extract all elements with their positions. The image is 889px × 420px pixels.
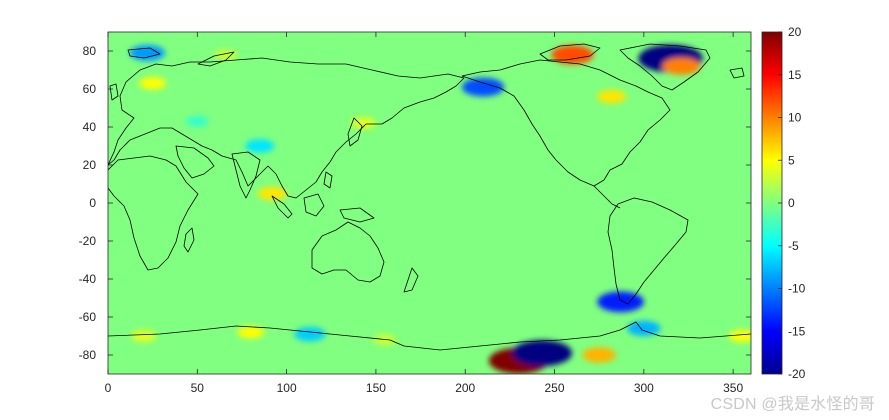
coastline-eurasia <box>108 57 465 199</box>
anomaly-blob <box>597 89 627 104</box>
colorbar-tick-label: -10 <box>788 282 806 296</box>
colorbar-tick-label: 15 <box>788 68 802 82</box>
coastline-greenland <box>619 43 711 91</box>
coastline-japan <box>347 117 363 147</box>
colorbar-ticks: 20 15 10 5 0 -5 -10 -15 -20 <box>778 25 806 381</box>
coastline-arabia <box>175 145 215 179</box>
coastline-india <box>231 151 261 199</box>
coastline-antarctica <box>108 321 751 351</box>
x-tick-label: 200 <box>455 381 475 395</box>
coastline-svalbard <box>127 47 161 59</box>
colorbar-tick-label: -5 <box>788 239 799 253</box>
y-tick-label: -80 <box>79 348 97 362</box>
coastline-iceland <box>729 67 745 79</box>
anomaly-blob <box>461 77 505 97</box>
anomaly-blob <box>627 320 661 336</box>
coastline-arctic-archipelago <box>539 43 601 61</box>
anomaly-blob <box>351 117 376 129</box>
anomaly-blob <box>186 115 209 127</box>
x-tick-label: 0 <box>105 381 112 395</box>
anomaly-blob <box>597 291 645 313</box>
x-tick-label: 150 <box>366 381 386 395</box>
coastline-novaya-zemlya <box>197 51 235 67</box>
coastline-madagascar <box>183 227 195 253</box>
anomaly-layer <box>129 44 751 374</box>
coastline-sumatra <box>271 195 293 219</box>
coastline-north-america <box>461 59 671 187</box>
coastline-new-guinea <box>339 207 375 223</box>
anomaly-blob <box>662 57 701 75</box>
x-axis: 0 50 100 150 200 250 300 350 <box>105 32 743 395</box>
coastline-africa <box>108 155 199 271</box>
colorbar-tick-label: -20 <box>788 367 806 381</box>
anomaly-blob <box>728 329 751 343</box>
coastline-australia <box>311 221 385 283</box>
x-tick-label: 50 <box>191 381 205 395</box>
x-tick-label: 100 <box>277 381 297 395</box>
colorbar-tick-label: 0 <box>788 196 795 210</box>
x-tick-label: 350 <box>723 381 743 395</box>
y-tick-label: 0 <box>89 196 96 210</box>
watermark: CSDN @我是水怪的哥 <box>710 396 875 413</box>
plot-area <box>108 32 751 374</box>
field-background <box>108 32 751 374</box>
coastline-philippines <box>323 171 333 189</box>
coastline-south-america <box>607 197 689 305</box>
y-tick-label: -40 <box>79 272 97 286</box>
anomaly-blob <box>129 44 166 61</box>
anomaly-blob <box>582 347 616 363</box>
anomaly-blob <box>257 186 287 201</box>
anomaly-blob <box>294 326 326 342</box>
anomaly-blob <box>139 77 167 90</box>
colorbar-tick-label: 20 <box>788 25 802 39</box>
x-tick-label: 250 <box>545 381 565 395</box>
y-tick-label: 80 <box>83 44 97 58</box>
colorbar-tick-label: 10 <box>788 111 802 125</box>
coastline-borneo <box>303 193 325 217</box>
coastline-new-zealand <box>403 267 419 293</box>
coastline-britain <box>109 83 119 101</box>
anomaly-blob <box>131 330 157 342</box>
y-tick-label: -60 <box>79 310 97 324</box>
y-axis: 80 60 40 20 0 -20 -40 -60 -80 <box>79 44 751 362</box>
y-tick-label: -20 <box>79 234 97 248</box>
coastline-layer <box>108 43 751 351</box>
anomaly-blob <box>237 325 265 339</box>
colorbar-tick-label: 5 <box>788 153 795 167</box>
x-tick-label: 300 <box>634 381 654 395</box>
y-tick-label: 20 <box>83 158 97 172</box>
y-tick-label: 60 <box>83 82 97 96</box>
anomaly-blob <box>512 340 573 367</box>
anomaly-blob <box>551 45 594 65</box>
coastline-central-america <box>593 185 621 209</box>
y-tick-label: 40 <box>83 120 97 134</box>
colorbar-tick-label: -15 <box>788 324 806 338</box>
anomaly-blob <box>245 139 275 153</box>
